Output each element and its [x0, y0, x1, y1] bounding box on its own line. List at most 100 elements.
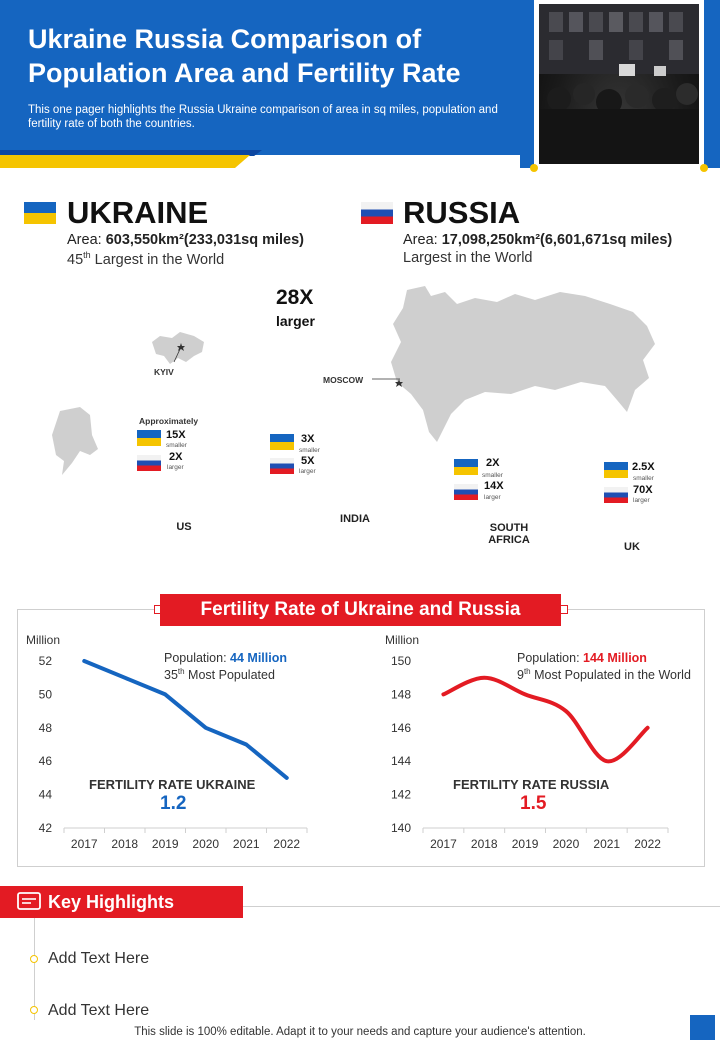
uk-ukraine-multiplier: 2.5X: [632, 461, 655, 473]
russia-chart-y-axis-label: Million: [385, 633, 419, 647]
moscow-label: MOSCOW: [323, 375, 364, 385]
ukraine-chart-x-tick-label: 2021: [233, 837, 260, 851]
crowd-image: [539, 4, 699, 164]
protest-crowd-photo: [539, 4, 699, 164]
ukraine-mini-flag-icon: [270, 434, 294, 450]
russia-chart-x-tick-label: 2022: [634, 837, 661, 851]
ukraine-chart-series-line: [82, 659, 289, 780]
india-russia-sub: larger: [299, 468, 316, 475]
key-highlights-title: Key Highlights: [48, 892, 175, 912]
ukraine-fertility-label: FERTILITY RATE UKRAINE: [89, 777, 256, 792]
russia-heading: RUSSIA: [403, 195, 521, 230]
ukraine-population: Population: 44 Million: [164, 651, 287, 665]
ukraine-flag-icon: [24, 202, 56, 224]
russia-rank: Largest in the World: [403, 250, 533, 266]
russia-chart-y-tick-label: 150: [391, 654, 411, 668]
approximately-label: Approximately: [139, 416, 199, 426]
us-ukraine-multiplier: 15X: [166, 429, 186, 441]
russia-area: Area: 17,098,250km²(6,601,671sq miles): [403, 232, 673, 248]
russia-chart-y-tick-label: 148: [391, 687, 411, 701]
russia-chart-y-tick-label: 146: [391, 721, 411, 735]
presentation-board-icon: [17, 892, 41, 910]
russia-chart-y-tick-label: 142: [391, 788, 411, 802]
russia-map: [391, 286, 655, 442]
ukraine-area: Area: 603,550km²(233,031sq miles): [67, 232, 304, 248]
us-russia-sub: larger: [167, 464, 184, 471]
timeline-line: [34, 918, 35, 1020]
russia-chart-x-tick-label: 2017: [430, 837, 457, 851]
russia-fertility-label: FERTILITY RATE RUSSIA: [453, 777, 610, 792]
ukraine-map: [152, 332, 204, 364]
south-africa-russia-sub: larger: [484, 494, 501, 501]
ukraine-chart-x-tick-label: 2017: [71, 837, 98, 851]
ukraine-chart-x-tick-label: 2018: [111, 837, 138, 851]
header-banner: [0, 0, 520, 155]
uk-ukraine-sub: smaller: [633, 475, 654, 482]
ukraine-chart-y-axis-label: Million: [26, 633, 60, 647]
russia-mini-flag-icon: [454, 484, 478, 500]
size-ratio-sub: larger: [276, 313, 315, 329]
size-ratio: 28X: [276, 286, 314, 309]
page-description: This one pager highlights the Russia Ukr…: [28, 104, 498, 130]
india-ukraine-multiplier: 3X: [301, 433, 315, 445]
highlight-item: Add Text Here: [48, 1002, 150, 1019]
fertility-title: Fertility Rate of Ukraine and Russia: [160, 594, 561, 626]
photo-corner-dot: [530, 164, 538, 172]
ukraine-chart-y-tick-label: 46: [39, 754, 53, 768]
india-ukraine-sub: smaller: [299, 447, 320, 454]
south-africa-label: SOUTH AFRICA: [488, 522, 530, 546]
russia-mini-flag-icon: [137, 455, 161, 471]
ukraine-chart-y-tick-label: 48: [39, 721, 53, 735]
ukraine-chart-y-tick-label: 52: [39, 654, 53, 668]
russia-mini-flag-icon: [270, 458, 294, 474]
us-label: US: [176, 521, 192, 533]
us-russia-multiplier: 2X: [169, 451, 183, 463]
highlight-item: Add Text Here: [48, 950, 150, 967]
bullet-dot: [30, 955, 38, 963]
russia-population: Population: 144 Million: [517, 651, 647, 665]
russia-chart-y-tick-label: 144: [391, 754, 411, 768]
header-stripe: [0, 150, 262, 156]
ukraine-chart-y-tick-label: 42: [39, 821, 53, 835]
russia-chart-series-line: [441, 675, 650, 764]
moscow-pointer: [372, 378, 400, 380]
ukraine-heading: UKRAINE: [67, 195, 209, 230]
russia-population-rank: 9th Most Populated in the World: [517, 667, 691, 683]
india-russia-multiplier: 5X: [301, 455, 315, 467]
south-africa-ukraine-sub: smaller: [482, 472, 503, 479]
russia-fertility-value: 1.5: [520, 793, 547, 814]
footer-accent: [690, 1015, 715, 1040]
bullet-dot: [30, 1006, 38, 1014]
russia-chart-x-tick-label: 2020: [553, 837, 580, 851]
russia-chart-x-tick-label: 2018: [471, 837, 498, 851]
ukraine-fertility-value: 1.2: [160, 793, 187, 814]
ukraine-chart-y-tick-label: 50: [39, 687, 53, 701]
photo-corner-dot: [700, 164, 708, 172]
south-africa-ukraine-multiplier: 2X: [486, 457, 500, 469]
russia-chart-x-tick-label: 2019: [512, 837, 539, 851]
us-ukraine-sub: smaller: [166, 442, 187, 449]
russia-mini-flag-icon: [604, 487, 628, 503]
ukraine-mini-flag-icon: [454, 459, 478, 475]
uk-russia-sub: larger: [633, 497, 650, 504]
ukraine-mini-flag-icon: [604, 462, 628, 478]
header-yellow-stripe: [0, 155, 250, 168]
footer-note: This slide is 100% editable. Adapt it to…: [134, 1026, 586, 1038]
india-label: INDIA: [340, 513, 370, 525]
ukraine-rank: 45th Largest in the World: [67, 250, 225, 268]
uk-russia-multiplier: 70X: [633, 484, 653, 496]
south-africa-russia-multiplier: 14X: [484, 480, 504, 492]
ukraine-chart-x-tick-label: 2019: [152, 837, 179, 851]
ukraine-mini-flag-icon: [137, 430, 161, 446]
ukraine-chart-y-tick-label: 44: [39, 788, 53, 802]
kyiv-label: KYIV: [154, 367, 174, 377]
us-alaska-map: [52, 407, 98, 475]
divider: [243, 906, 720, 907]
russia-flag-icon: [361, 202, 393, 224]
uk-label: UK: [624, 541, 640, 553]
ukraine-population-chart: Million 42 44 46 48 50 52 2017 2018 2019 2020 2021 2…: [26, 633, 308, 851]
russia-chart-x-tick-label: 2021: [593, 837, 620, 851]
russia-chart-y-tick-label: 140: [391, 821, 411, 835]
page-title: Ukraine Russia Comparison of Population …: [28, 24, 461, 88]
russia-population-chart: Million 140 142 144 146 148 150 2017 2018 2019 202…: [385, 633, 669, 851]
